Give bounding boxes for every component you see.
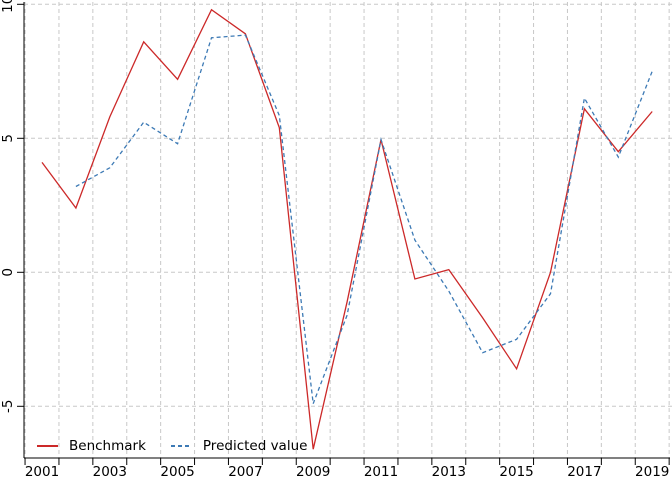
y-tick-label: 0 [0,268,16,277]
benchmark-line-swatch [37,444,58,447]
x-tick-label: 2019 [635,464,669,480]
x-tick-label: 2001 [25,464,59,480]
chart-legend: Benchmark Predicted value [37,437,308,454]
x-tick-label: 2003 [93,464,127,480]
x-tick-label: 2009 [296,464,330,480]
legend-label-predicted: Predicted value [202,437,308,454]
benchmark-line [41,8,653,450]
legend-item-benchmark: Benchmark [37,438,146,454]
x-tick-label: 2013 [432,464,466,480]
y-tick-label: 10 [0,0,16,13]
x-tick-label: 2017 [567,464,601,480]
predicted-line-swatch [170,444,192,447]
legend-label-benchmark: Benchmark [69,437,146,454]
x-tick-label: 2005 [160,464,194,480]
y-tick-label: 5 [0,134,16,143]
predicted-value-line [75,34,653,404]
x-tick-label: 2007 [228,464,262,480]
y-tick-label: -5 [0,400,16,413]
x-tick-label: 2011 [364,464,398,480]
x-tick-label: 2015 [499,464,533,480]
legend-item-predicted: Predicted value [170,437,308,454]
